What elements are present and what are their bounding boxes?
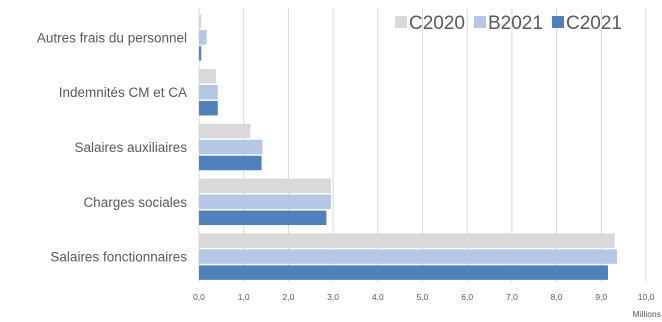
x-tick-label: 2,0: [282, 292, 294, 302]
x-tick-labels: 0,0 1,0 2,0 3,0 4,0 5,0 6,0 7,0 8,0 9,0 10,0: [193, 292, 654, 302]
category-label: Salaires fonctionnaires: [50, 250, 187, 265]
bars: [199, 14, 617, 280]
x-tick-label: 0,0: [193, 292, 205, 302]
category-label: Charges sociales: [83, 195, 187, 210]
bar-c2021-0: [199, 46, 202, 61]
x-tick-label: 6,0: [461, 292, 473, 302]
x-tick-label: 5,0: [417, 292, 429, 302]
bar-b2021-2: [199, 139, 263, 155]
bar-c2020-3: [199, 178, 331, 194]
bar-b2021-1: [199, 84, 218, 100]
category-labels: Autres frais du personnel Indemnités CM e…: [37, 30, 187, 264]
bar-c2020-0: [199, 14, 202, 29]
bar-c2021-4: [199, 265, 609, 280]
x-tick-label: 9,0: [595, 292, 607, 302]
x-tick-label: 7,0: [506, 292, 518, 302]
bar-c2021-1: [199, 100, 218, 116]
legend-label-c2020: C2020: [409, 13, 465, 34]
bar-c2021-3: [199, 210, 327, 226]
category-label: Indemnités CM et CA: [59, 85, 187, 100]
x-tick-label: 8,0: [551, 292, 563, 302]
bar-b2021-4: [199, 249, 617, 264]
x-tick-label: 4,0: [372, 292, 384, 302]
x-tick-label: 10,0: [638, 292, 655, 302]
bar-b2021-3: [199, 194, 331, 210]
bar-c2020-4: [199, 233, 615, 248]
bar-c2020-2: [199, 123, 251, 139]
x-unit-label: Millions: [633, 309, 661, 319]
bar-c2021-2: [199, 155, 262, 171]
legend: C2020 B2021 C2021: [395, 13, 622, 34]
bar-c2020-1: [199, 68, 216, 84]
legend-swatch-c2021: [552, 16, 564, 28]
bar-b2021-0: [199, 30, 207, 45]
legend-swatch-b2021: [474, 16, 486, 28]
category-label: Autres frais du personnel: [37, 30, 187, 45]
legend-label-b2021: B2021: [488, 13, 543, 34]
legend-swatch-c2020: [395, 16, 407, 28]
x-tick-label: 3,0: [327, 292, 339, 302]
x-tick-label: 1,0: [238, 292, 250, 302]
legend-label-c2021: C2021: [566, 13, 622, 34]
category-label: Salaires auxiliaires: [74, 140, 187, 155]
